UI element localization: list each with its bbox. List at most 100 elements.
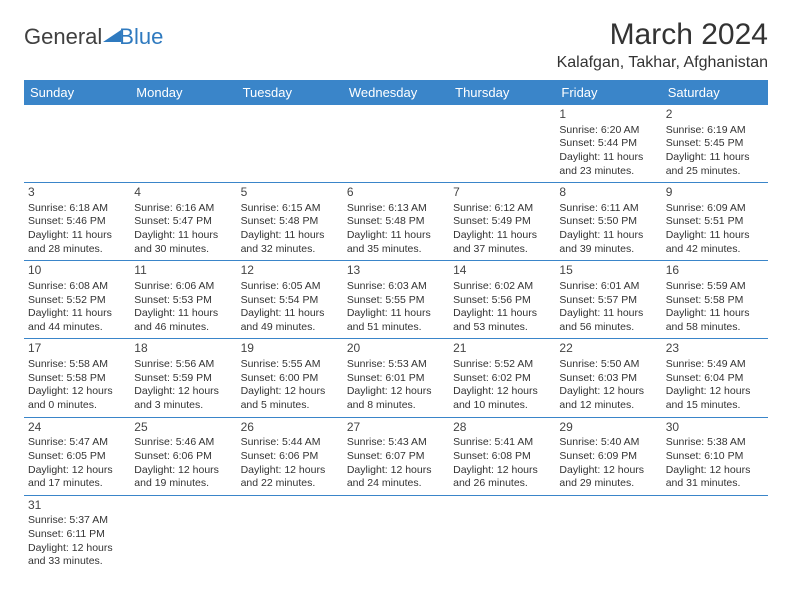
sunset-text: Sunset: 5:45 PM	[666, 137, 764, 151]
calendar-cell: 23Sunrise: 5:49 AMSunset: 6:04 PMDayligh…	[662, 339, 768, 417]
calendar-cell	[449, 495, 555, 573]
sunrise-text: Sunrise: 5:41 AM	[453, 436, 551, 450]
daylight-text: Daylight: 11 hours	[453, 307, 551, 321]
daylight-text: and 24 minutes.	[347, 477, 445, 491]
day-number: 18	[134, 341, 232, 357]
calendar-row: 31Sunrise: 5:37 AMSunset: 6:11 PMDayligh…	[24, 495, 768, 573]
daylight-text: and 23 minutes.	[559, 165, 657, 179]
day-number: 19	[241, 341, 339, 357]
sunrise-text: Sunrise: 6:03 AM	[347, 280, 445, 294]
daylight-text: Daylight: 11 hours	[134, 229, 232, 243]
day-number: 17	[28, 341, 126, 357]
sunset-text: Sunset: 5:44 PM	[559, 137, 657, 151]
day-number: 7	[453, 185, 551, 201]
sunset-text: Sunset: 6:04 PM	[666, 372, 764, 386]
daylight-text: Daylight: 12 hours	[28, 385, 126, 399]
daylight-text: and 0 minutes.	[28, 399, 126, 413]
day-number: 10	[28, 263, 126, 279]
daylight-text: and 26 minutes.	[453, 477, 551, 491]
location: Kalafgan, Takhar, Afghanistan	[557, 54, 768, 72]
daylight-text: Daylight: 12 hours	[134, 464, 232, 478]
sunset-text: Sunset: 5:52 PM	[28, 294, 126, 308]
sunrise-text: Sunrise: 5:59 AM	[666, 280, 764, 294]
daylight-text: and 22 minutes.	[241, 477, 339, 491]
calendar-cell: 16Sunrise: 5:59 AMSunset: 5:58 PMDayligh…	[662, 261, 768, 339]
calendar-cell: 20Sunrise: 5:53 AMSunset: 6:01 PMDayligh…	[343, 339, 449, 417]
sunset-text: Sunset: 6:01 PM	[347, 372, 445, 386]
sunrise-text: Sunrise: 6:01 AM	[559, 280, 657, 294]
sunrise-text: Sunrise: 5:40 AM	[559, 436, 657, 450]
sunset-text: Sunset: 5:59 PM	[134, 372, 232, 386]
calendar-cell: 22Sunrise: 5:50 AMSunset: 6:03 PMDayligh…	[555, 339, 661, 417]
calendar-cell: 31Sunrise: 5:37 AMSunset: 6:11 PMDayligh…	[24, 495, 130, 573]
col-monday: Monday	[130, 80, 236, 105]
daylight-text: and 17 minutes.	[28, 477, 126, 491]
sunset-text: Sunset: 6:07 PM	[347, 450, 445, 464]
daylight-text: Daylight: 11 hours	[666, 307, 764, 321]
calendar-cell	[343, 495, 449, 573]
calendar-cell: 17Sunrise: 5:58 AMSunset: 5:58 PMDayligh…	[24, 339, 130, 417]
calendar-cell	[343, 105, 449, 183]
logo: General Blue	[24, 18, 163, 50]
daylight-text: and 53 minutes.	[453, 321, 551, 335]
daylight-text: Daylight: 11 hours	[559, 151, 657, 165]
daylight-text: Daylight: 11 hours	[453, 229, 551, 243]
col-thursday: Thursday	[449, 80, 555, 105]
sunrise-text: Sunrise: 5:58 AM	[28, 358, 126, 372]
day-number: 25	[134, 420, 232, 436]
day-number: 14	[453, 263, 551, 279]
sunset-text: Sunset: 5:47 PM	[134, 215, 232, 229]
daylight-text: Daylight: 12 hours	[28, 464, 126, 478]
daylight-text: and 56 minutes.	[559, 321, 657, 335]
daylight-text: Daylight: 12 hours	[559, 385, 657, 399]
calendar-cell: 29Sunrise: 5:40 AMSunset: 6:09 PMDayligh…	[555, 417, 661, 495]
daylight-text: Daylight: 12 hours	[666, 464, 764, 478]
sunrise-text: Sunrise: 6:20 AM	[559, 124, 657, 138]
day-number: 31	[28, 498, 126, 514]
sunset-text: Sunset: 6:06 PM	[134, 450, 232, 464]
sunrise-text: Sunrise: 6:19 AM	[666, 124, 764, 138]
sunset-text: Sunset: 5:50 PM	[559, 215, 657, 229]
day-number: 4	[134, 185, 232, 201]
calendar-row: 24Sunrise: 5:47 AMSunset: 6:05 PMDayligh…	[24, 417, 768, 495]
daylight-text: and 44 minutes.	[28, 321, 126, 335]
day-number: 23	[666, 341, 764, 357]
title-block: March 2024 Kalafgan, Takhar, Afghanistan	[557, 18, 768, 72]
sunrise-text: Sunrise: 5:37 AM	[28, 514, 126, 528]
calendar-cell	[130, 105, 236, 183]
calendar-cell: 30Sunrise: 5:38 AMSunset: 6:10 PMDayligh…	[662, 417, 768, 495]
daylight-text: and 33 minutes.	[28, 555, 126, 569]
day-number: 27	[347, 420, 445, 436]
sunset-text: Sunset: 6:09 PM	[559, 450, 657, 464]
sunset-text: Sunset: 5:58 PM	[28, 372, 126, 386]
logo-text-1: General	[24, 24, 102, 50]
daylight-text: Daylight: 12 hours	[559, 464, 657, 478]
day-number: 13	[347, 263, 445, 279]
logo-triangle-icon	[103, 30, 121, 42]
daylight-text: Daylight: 11 hours	[666, 151, 764, 165]
col-wednesday: Wednesday	[343, 80, 449, 105]
sunset-text: Sunset: 5:49 PM	[453, 215, 551, 229]
sunrise-text: Sunrise: 6:06 AM	[134, 280, 232, 294]
sunrise-text: Sunrise: 6:15 AM	[241, 202, 339, 216]
sunrise-text: Sunrise: 5:47 AM	[28, 436, 126, 450]
sunset-text: Sunset: 5:56 PM	[453, 294, 551, 308]
calendar-cell	[237, 105, 343, 183]
sunset-text: Sunset: 5:48 PM	[241, 215, 339, 229]
sunrise-text: Sunrise: 6:11 AM	[559, 202, 657, 216]
daylight-text: and 28 minutes.	[28, 243, 126, 257]
calendar-cell: 25Sunrise: 5:46 AMSunset: 6:06 PMDayligh…	[130, 417, 236, 495]
sunset-text: Sunset: 5:46 PM	[28, 215, 126, 229]
sunrise-text: Sunrise: 5:43 AM	[347, 436, 445, 450]
day-number: 16	[666, 263, 764, 279]
calendar-cell	[449, 105, 555, 183]
daylight-text: Daylight: 11 hours	[347, 307, 445, 321]
calendar-cell	[662, 495, 768, 573]
day-number: 24	[28, 420, 126, 436]
calendar-cell: 6Sunrise: 6:13 AMSunset: 5:48 PMDaylight…	[343, 183, 449, 261]
daylight-text: Daylight: 11 hours	[347, 229, 445, 243]
calendar-cell: 21Sunrise: 5:52 AMSunset: 6:02 PMDayligh…	[449, 339, 555, 417]
calendar-cell	[24, 105, 130, 183]
calendar-cell: 10Sunrise: 6:08 AMSunset: 5:52 PMDayligh…	[24, 261, 130, 339]
daylight-text: Daylight: 12 hours	[28, 542, 126, 556]
